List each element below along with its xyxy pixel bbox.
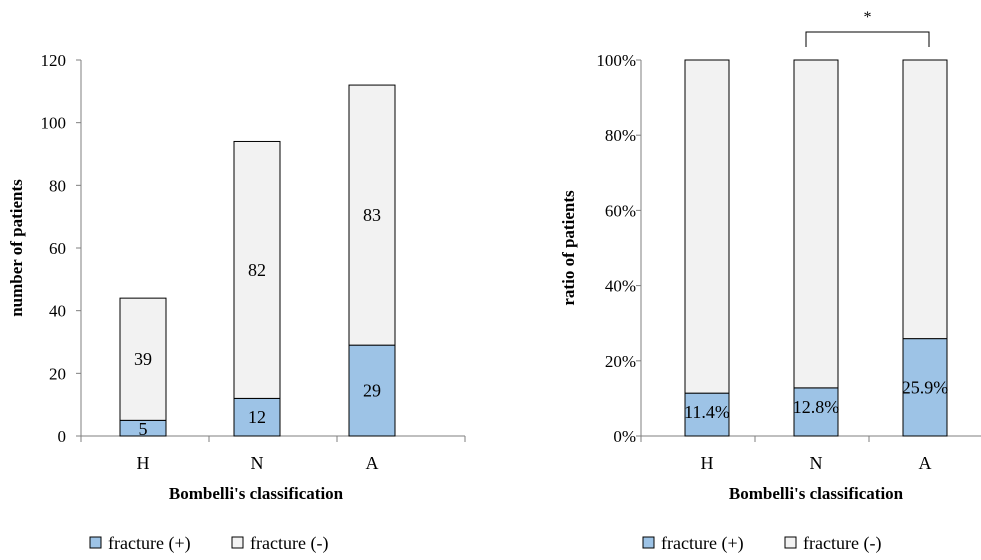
y-tick-label: 0 (58, 427, 67, 446)
legend-swatch (89, 536, 102, 549)
data-label: 39 (134, 349, 152, 369)
x-tick-label: A (919, 453, 932, 473)
significance-label: * (864, 9, 872, 26)
x-tick-label: N (810, 453, 823, 473)
data-label: 12.8% (793, 397, 840, 417)
data-label: 12 (248, 407, 266, 427)
legend-label: fracture (+) (108, 533, 191, 554)
x-axis-title: Bombelli's classification (169, 484, 344, 503)
legend-label: fracture (-) (803, 533, 881, 554)
bar-fracture-negative (119, 297, 167, 421)
data-label: 83 (363, 205, 381, 225)
bar-fracture-negative (902, 59, 948, 340)
y-tick-label: 80% (605, 126, 636, 145)
legend-label: fracture (-) (250, 533, 328, 554)
y-tick-label: 0% (613, 427, 636, 446)
data-label: 29 (363, 381, 381, 401)
legend-swatch (784, 536, 797, 549)
y-tick-label: 120 (41, 51, 67, 70)
bar-fracture-positive (793, 387, 839, 437)
x-tick-label: N (251, 453, 264, 473)
legend-label: fracture (+) (661, 533, 744, 554)
bar-fracture-positive (348, 344, 396, 437)
y-axis-title: ratio of patients (559, 190, 578, 306)
x-tick-label: A (366, 453, 379, 473)
bar-fracture-negative (684, 59, 730, 394)
x-tick-label: H (137, 453, 150, 473)
x-axis-title: Bombelli's classification (729, 484, 904, 503)
y-tick-label: 80 (49, 176, 66, 195)
y-tick-label: 20% (605, 352, 636, 371)
y-tick-label: 60% (605, 201, 636, 220)
y-axis-title: number of patients (7, 179, 26, 317)
y-tick-label: 40 (49, 302, 66, 321)
y-tick-label: 100% (596, 51, 636, 70)
bar-fracture-positive (902, 338, 948, 437)
bar-fracture-positive (233, 397, 281, 437)
data-label: 11.4% (684, 402, 730, 422)
y-tick-label: 100 (41, 114, 67, 133)
data-label: 5 (139, 419, 148, 439)
legend-swatch (642, 536, 655, 549)
data-label: 82 (248, 260, 266, 280)
bar-fracture-negative (233, 140, 281, 399)
data-label: 25.9% (902, 377, 949, 397)
bar-fracture-negative (348, 84, 396, 346)
bar-fracture-positive (684, 392, 730, 437)
y-tick-label: 20 (49, 364, 66, 383)
x-tick-label: H (701, 453, 714, 473)
significance-bracket (805, 31, 930, 47)
bar-fracture-negative (793, 59, 839, 389)
y-tick-label: 60 (49, 239, 66, 258)
legend-swatch (231, 536, 244, 549)
y-tick-label: 40% (605, 277, 636, 296)
